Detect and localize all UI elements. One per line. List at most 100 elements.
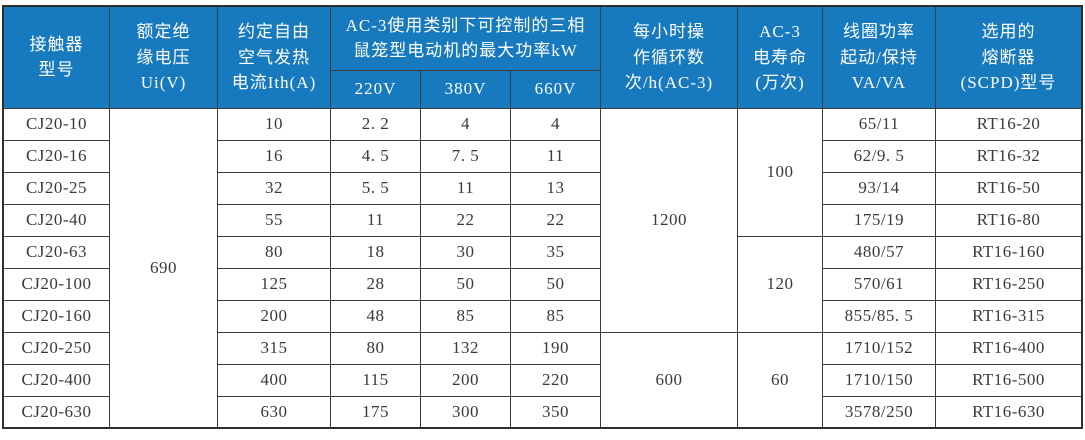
header-fuse: 选用的 熔断器 (SCPD)型号 [935, 5, 1083, 109]
cell-ith: 55 [217, 203, 331, 237]
cell-ith: 400 [217, 363, 331, 397]
cell-ith: 80 [217, 235, 331, 269]
cell-ui-voltage: 690 [109, 107, 218, 429]
cell-model: CJ20-10 [2, 107, 110, 141]
table-row: CJ20-63 80 18 30 35 120 480/57 RT16-160 [2, 235, 1083, 333]
cell-p660: 190 [510, 331, 601, 365]
cell-life-60: 60 [737, 331, 823, 429]
cell-cycles-1200: 1200 [600, 107, 738, 333]
cell-p660: 11 [510, 139, 601, 173]
header-insulation-voltage: 额定绝 缘电压 Ui(V) [109, 5, 218, 109]
cell-p220: 11 [330, 203, 421, 237]
cell-p380: 11 [420, 171, 511, 205]
cell-coil: 855/85. 5 [822, 299, 936, 333]
cell-p380: 22 [420, 203, 511, 237]
table-row: CJ20-160 200 48 85 85 855/85. 5 RT16-315 [2, 299, 1083, 333]
table-row: CJ20-10 690 10 2. 2 4 4 1200 100 65/11 R… [2, 107, 1083, 429]
table-row: CJ20-25 32 5. 5 11 13 93/14 RT16-50 [2, 171, 1083, 205]
cell-coil: 62/9. 5 [822, 139, 936, 173]
cell-fuse: RT16-400 [935, 331, 1083, 365]
cell-cycles-600: 600 [600, 331, 738, 429]
contactor-spec-table-container: 接触器 型号 额定绝 缘电压 Ui(V) 约定自由 空气发热 电流Ith(A) … [2, 5, 1083, 429]
cell-fuse: RT16-250 [935, 267, 1083, 301]
cell-fuse: RT16-630 [935, 395, 1083, 429]
cell-model: CJ20-630 [2, 395, 110, 429]
cell-p380: 30 [420, 235, 511, 269]
cell-p220: 48 [330, 299, 421, 333]
cell-coil: 570/61 [822, 267, 936, 301]
header-380v: 380V [420, 69, 511, 109]
header-model: 接触器 型号 [2, 5, 110, 109]
cell-ith: 16 [217, 139, 331, 173]
table-header: 接触器 型号 额定绝 缘电压 Ui(V) 约定自由 空气发热 电流Ith(A) … [2, 5, 1083, 109]
cell-fuse: RT16-50 [935, 171, 1083, 205]
cell-fuse: RT16-500 [935, 363, 1083, 397]
cell-p220: 115 [330, 363, 421, 397]
cell-p660: 220 [510, 363, 601, 397]
cell-p220: 4. 5 [330, 139, 421, 173]
cell-coil: 1710/152 [822, 331, 936, 365]
cell-model: CJ20-40 [2, 203, 110, 237]
contactor-spec-table: 接触器 型号 额定绝 缘电压 Ui(V) 约定自由 空气发热 电流Ith(A) … [2, 5, 1083, 429]
cell-p380: 200 [420, 363, 511, 397]
table-row: CJ20-250 315 80 132 190 600 60 1710/152 … [2, 331, 1083, 429]
cell-ith: 315 [217, 331, 331, 365]
table-row: CJ20-16 16 4. 5 7. 5 11 62/9. 5 RT16-32 [2, 139, 1083, 173]
cell-p660: 50 [510, 267, 601, 301]
cell-p660: 13 [510, 171, 601, 205]
header-cycles-per-hour: 每小时操 作循环数 次/h(AC-3) [600, 5, 738, 109]
header-ac3-life: AC-3 电寿命 (万次) [737, 5, 823, 109]
table-row: CJ20-400 400 115 200 220 1710/150 RT16-5… [2, 363, 1083, 397]
cell-life-100: 100 [737, 107, 823, 237]
header-660v: 660V [510, 69, 601, 109]
cell-ith: 32 [217, 171, 331, 205]
cell-p380: 50 [420, 267, 511, 301]
cell-model: CJ20-400 [2, 363, 110, 397]
cell-coil: 175/19 [822, 203, 936, 237]
cell-p220: 28 [330, 267, 421, 301]
cell-p380: 85 [420, 299, 511, 333]
cell-model: CJ20-25 [2, 171, 110, 205]
cell-model: CJ20-250 [2, 331, 110, 365]
cell-coil: 93/14 [822, 171, 936, 205]
header-220v: 220V [330, 69, 421, 109]
cell-coil: 1710/150 [822, 363, 936, 397]
cell-model: CJ20-100 [2, 267, 110, 301]
cell-fuse: RT16-315 [935, 299, 1083, 333]
cell-p220: 175 [330, 395, 421, 429]
cell-fuse: RT16-80 [935, 203, 1083, 237]
table-body: CJ20-10 690 10 2. 2 4 4 1200 100 65/11 R… [2, 107, 1083, 429]
cell-life-120: 120 [737, 235, 823, 333]
cell-fuse: RT16-160 [935, 235, 1083, 269]
cell-model: CJ20-16 [2, 139, 110, 173]
cell-p220: 80 [330, 331, 421, 365]
cell-ith: 10 [217, 107, 331, 141]
cell-p380: 4 [420, 107, 511, 141]
cell-p220: 5. 5 [330, 171, 421, 205]
cell-coil: 3578/250 [822, 395, 936, 429]
table-row: CJ20-100 125 28 50 50 570/61 RT16-250 [2, 267, 1083, 301]
header-thermal-current: 约定自由 空气发热 电流Ith(A) [217, 5, 331, 109]
cell-p660: 350 [510, 395, 601, 429]
header-ac3-power-group: AC-3使用类别下可控制的三相 鼠笼型电动机的最大功率kW [330, 5, 601, 71]
cell-fuse: RT16-32 [935, 139, 1083, 173]
cell-ith: 125 [217, 267, 331, 301]
cell-p380: 300 [420, 395, 511, 429]
cell-p380: 7. 5 [420, 139, 511, 173]
cell-coil: 480/57 [822, 235, 936, 269]
cell-p220: 2. 2 [330, 107, 421, 141]
cell-ith: 630 [217, 395, 331, 429]
cell-p660: 35 [510, 235, 601, 269]
cell-ith: 200 [217, 299, 331, 333]
header-coil-power: 线圈功率 起动/保持 VA/VA [822, 5, 936, 109]
cell-model: CJ20-63 [2, 235, 110, 269]
cell-p380: 132 [420, 331, 511, 365]
cell-model: CJ20-160 [2, 299, 110, 333]
table-row: CJ20-40 55 11 22 22 175/19 RT16-80 [2, 203, 1083, 237]
cell-p660: 22 [510, 203, 601, 237]
cell-fuse: RT16-20 [935, 107, 1083, 141]
cell-coil: 65/11 [822, 107, 936, 141]
cell-p660: 85 [510, 299, 601, 333]
cell-p220: 18 [330, 235, 421, 269]
cell-p660: 4 [510, 107, 601, 141]
